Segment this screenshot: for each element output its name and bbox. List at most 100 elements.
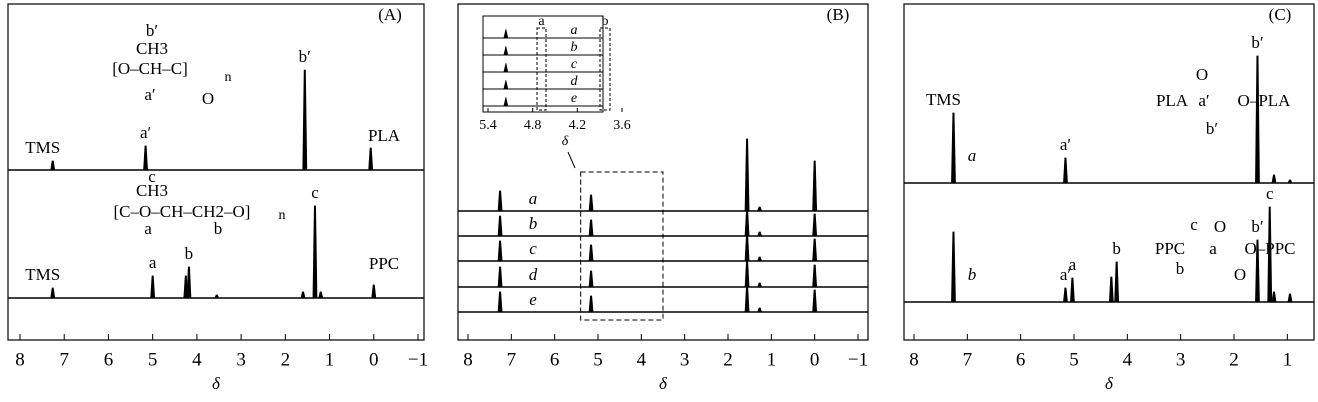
x-axis-label: δ [1105, 374, 1114, 393]
series-name: d [529, 265, 538, 284]
peak-label: a′ [1060, 265, 1071, 284]
peak [588, 244, 594, 262]
structure-text: O [1234, 265, 1246, 284]
peak [812, 289, 818, 313]
peak [744, 209, 750, 237]
peak [312, 205, 318, 299]
structure-text: CH3 [136, 181, 168, 200]
inset-peak [503, 97, 509, 107]
peak [1287, 179, 1293, 184]
structure-text: [C–O–CH–CH2–O] [114, 202, 251, 221]
structure-text: O [1214, 217, 1226, 236]
structure-text: b′ [146, 21, 158, 40]
x-tick-label: 7 [507, 349, 517, 370]
peak [497, 240, 503, 262]
x-tick-label: 1 [1283, 349, 1293, 370]
peak [812, 238, 818, 262]
structure-text: a [144, 219, 152, 238]
x-axis-label: δ [212, 374, 221, 393]
peak [1108, 276, 1114, 303]
inset-x-tick-label: 3.6 [613, 118, 631, 133]
inset-peak [503, 46, 509, 56]
structure-text: b′ [1206, 119, 1218, 138]
peak [757, 206, 763, 212]
inset-row-label: e [571, 91, 577, 106]
x-tick-label: 8 [15, 349, 25, 370]
x-tick-label: 3 [236, 349, 246, 370]
peak [744, 234, 750, 262]
peak-label: b′ [299, 47, 311, 66]
peak [1063, 157, 1068, 184]
peak-label: b′ [1251, 33, 1263, 52]
x-tick-label: 5 [593, 349, 603, 370]
x-tick-label: 3 [1176, 349, 1186, 370]
peak [744, 138, 750, 212]
structure-text: CH3 [136, 39, 168, 58]
structure-text: n [225, 70, 232, 85]
series-name: PLA [368, 126, 401, 145]
structure-text: O–PLA [1238, 91, 1292, 110]
panel-frame [903, 3, 1315, 341]
inset-region-label: a [538, 14, 545, 29]
structure-text: PLA [1156, 91, 1189, 110]
peak [497, 266, 503, 288]
inset-x-tick-label: 4.8 [524, 118, 542, 133]
inset-x-label: δ [562, 134, 569, 149]
inset-peak [503, 63, 509, 73]
x-tick-label: 4 [1123, 349, 1133, 370]
x-tick-label: 2 [723, 349, 733, 370]
series-name: b [968, 265, 977, 284]
series-name: c [529, 239, 537, 258]
panel-frame [7, 3, 425, 341]
x-tick-label: 2 [281, 349, 291, 370]
peak-label: b [185, 244, 194, 263]
series-name: e [529, 290, 537, 309]
structure-text: PPC [1155, 239, 1185, 258]
peak-label: TMS [25, 138, 60, 157]
x-tick-label: 4 [637, 349, 647, 370]
peak [50, 287, 56, 299]
inset-x-tick-label: 5.4 [479, 118, 497, 133]
inset-frame [482, 15, 604, 113]
structure-text: c [148, 167, 156, 186]
x-axis-label: δ [659, 374, 668, 393]
peak [757, 231, 763, 237]
structure-text: [O–CH–C] [112, 59, 188, 78]
peak [951, 231, 956, 303]
structure-text: n [279, 208, 286, 223]
panel-frame [457, 3, 869, 341]
structure-text: O [1196, 65, 1208, 84]
peak [588, 295, 594, 313]
peak-label: a′ [140, 123, 151, 142]
x-tick-label: 8 [909, 349, 919, 370]
x-tick-label: 6 [104, 349, 114, 370]
x-tick-label: 1 [325, 349, 335, 370]
peak [744, 285, 750, 313]
panel-label: (A) [378, 5, 402, 24]
inset-row-label: c [571, 57, 578, 72]
inset-row-label: b [571, 40, 578, 55]
structure-text: b [214, 219, 223, 238]
peak [371, 284, 377, 299]
x-tick-label: 2 [1229, 349, 1239, 370]
structure-text: a′ [144, 85, 155, 104]
peak [318, 291, 324, 299]
inset-region-label: b [602, 14, 609, 29]
peak [588, 270, 594, 288]
x-tick-label: 5 [1069, 349, 1079, 370]
x-tick-label: 6 [550, 349, 560, 370]
x-tick-label: 7 [59, 349, 69, 370]
series-name: a [968, 146, 977, 165]
peak [757, 256, 763, 262]
peak-label: b′ [1251, 217, 1263, 236]
x-tick-label: 1 [767, 349, 777, 370]
peak-label: a [1069, 255, 1077, 274]
series-name: a [529, 189, 538, 208]
peak [302, 69, 308, 171]
peak [757, 307, 763, 313]
inset-region [536, 27, 547, 111]
peak [588, 194, 594, 212]
peak-label: b [1112, 239, 1121, 258]
peak-label: a′ [1060, 135, 1071, 154]
